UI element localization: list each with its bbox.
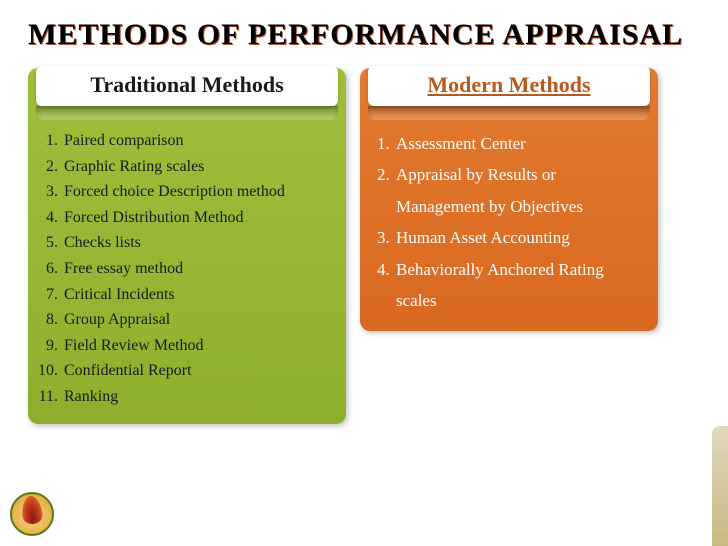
list-item: Paired comparison <box>62 128 334 154</box>
list-item: Field Review Method <box>62 333 334 359</box>
list-item: Group Appraisal <box>62 307 334 333</box>
tab-traditional: Traditional Methods <box>36 66 338 106</box>
decorative-accent <box>712 426 728 546</box>
list-item: Critical Incidents <box>62 282 334 308</box>
list-item: Human Asset Accounting <box>394 222 646 253</box>
list-item: Free essay method <box>62 256 334 282</box>
tab-title-traditional: Traditional Methods <box>46 72 328 98</box>
list-item: Behaviorally Anchored Rating scales <box>394 254 646 317</box>
list-item: Forced choice Description method <box>62 179 334 205</box>
list-item: Forced Distribution Method <box>62 205 334 231</box>
list-item: Graphic Rating scales <box>62 154 334 180</box>
logo-icon <box>4 486 60 542</box>
columns-wrapper: Traditional Methods Paired comparison Gr… <box>28 68 700 424</box>
list-item: Appraisal by Results or Management by Ob… <box>394 159 646 222</box>
tab-modern: Modern Methods <box>368 66 650 106</box>
list-item: Ranking <box>62 384 334 410</box>
list-traditional: Paired comparison Graphic Rating scales … <box>28 120 346 414</box>
slide: METHODS OF PERFORMANCE APPRAISAL Traditi… <box>0 0 728 546</box>
list-item: Checks lists <box>62 230 334 256</box>
tab-title-modern: Modern Methods <box>378 72 640 98</box>
tab-curl-left <box>36 106 338 120</box>
card-traditional: Traditional Methods Paired comparison Gr… <box>28 68 346 424</box>
slide-title: METHODS OF PERFORMANCE APPRAISAL <box>28 18 700 52</box>
list-modern: Assessment Center Appraisal by Results o… <box>360 120 658 321</box>
list-item: Confidential Report <box>62 358 334 384</box>
card-modern: Modern Methods Assessment Center Apprais… <box>360 68 658 331</box>
tab-curl-right <box>368 106 650 120</box>
list-item: Assessment Center <box>394 128 646 159</box>
